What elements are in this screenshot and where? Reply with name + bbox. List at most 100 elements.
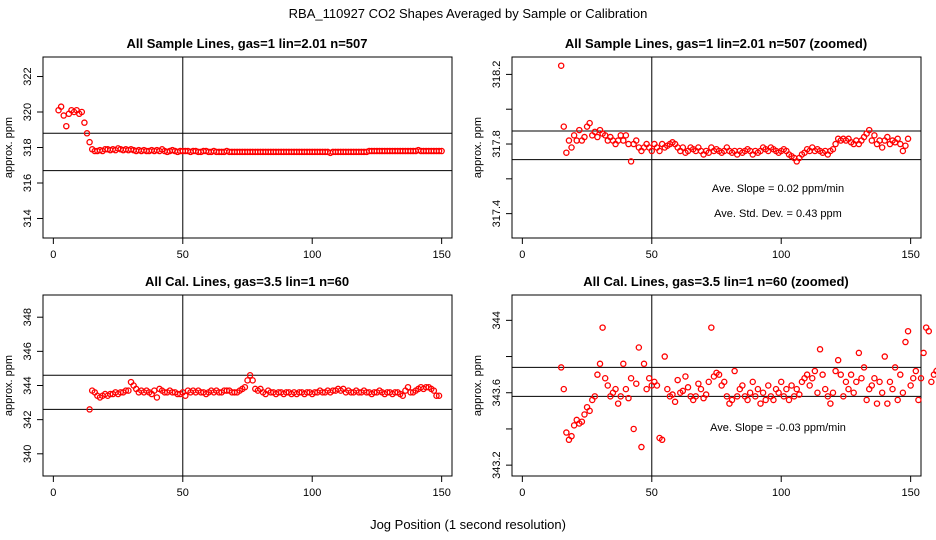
data-point [853,378,860,386]
data-point [865,126,873,134]
y-tick-label: 320 [22,103,34,121]
data-point [899,147,907,155]
data-point [878,144,886,151]
data-point [840,393,847,400]
data-point [653,382,661,389]
data-point [658,436,666,444]
data-point [576,126,583,134]
data-point [83,130,91,137]
data-point [860,364,868,371]
series-points [557,324,936,451]
series-points [557,62,912,165]
data-point [902,338,909,346]
data-point [557,364,565,371]
data-point [889,385,896,393]
data-point [617,132,624,139]
data-point [780,393,788,400]
data-point [669,391,676,398]
data-point [829,145,837,153]
data-point [122,387,130,394]
data-point [824,393,832,400]
data-point [757,400,764,407]
figure-title: RBA_110927 CO2 Shapes Averaged by Sample… [289,6,648,21]
figure-x-axis-label: Jog Position (1 second resolution) [370,517,566,532]
y-tick-label: 322 [22,67,34,85]
y-tick-label: 318 [22,138,34,156]
data-point [850,389,857,396]
data-point [435,147,443,155]
panel-title: All Sample Lines, gas=1 lin=2.01 n=507 [127,36,368,51]
x-tick-label: 150 [901,249,919,261]
data-point [770,396,777,404]
y-tick-label: 317.4 [491,200,503,228]
x-tick-label: 0 [519,487,525,499]
data-point [627,158,635,165]
x-tick-label: 0 [519,249,525,261]
data-point [695,380,702,387]
data-point [894,396,901,404]
data-point [435,392,443,399]
data-point [816,346,824,353]
data-point [557,62,565,69]
data-point [759,389,767,396]
data-point [125,387,132,394]
data-point [894,135,901,143]
data-point [829,389,837,396]
data-point [811,367,819,375]
data-point [845,385,852,393]
data-point [907,382,914,389]
data-point [565,137,573,144]
x-tick-label: 150 [432,487,450,499]
data-point [705,378,712,386]
data-point [622,385,630,393]
data-point [873,400,881,407]
data-point [832,140,839,148]
x-tick-label: 100 [772,487,790,499]
data-point [702,391,710,398]
data-point [731,367,738,375]
series-points [86,372,443,413]
data-point [793,385,800,393]
data-point [876,378,883,386]
data-point [430,387,438,394]
slope-annotation: Ave. Slope = -0.03 ppm/min [710,422,846,434]
data-point [249,377,256,384]
y-tick-label: 344 [491,311,503,329]
data-point [721,378,728,386]
data-point [570,132,578,139]
x-tick-label: 100 [772,249,790,261]
data-point [897,140,904,148]
data-point [581,411,588,418]
data-point [904,135,912,143]
y-axis-label: approx. ppm [472,355,484,416]
x-tick-label: 50 [646,487,658,499]
data-point [399,392,407,399]
data-point [847,371,855,378]
x-tick-label: 100 [303,249,321,261]
data-point [153,394,161,401]
x-tick-label: 150 [901,487,919,499]
data-point [819,371,826,378]
data-point [438,147,445,155]
data-point [625,394,632,402]
data-point [627,375,635,382]
data-point [241,383,249,391]
data-point [842,378,850,386]
data-point [933,367,936,375]
data-point [633,380,640,387]
data-point [897,371,904,378]
y-tick-label: 340 [22,445,34,463]
data-point [806,382,813,389]
data-point [570,422,578,429]
data-point [86,138,93,146]
data-point [661,353,668,360]
data-point [912,367,920,375]
data-point [692,393,700,400]
data-point [832,367,839,375]
data-point [777,378,785,386]
data-point [752,393,759,400]
data-point [744,396,751,404]
data-point [674,376,681,384]
data-point [920,349,927,357]
slope-annotation: Ave. Std. Dev. = 0.43 ppm [714,208,842,220]
